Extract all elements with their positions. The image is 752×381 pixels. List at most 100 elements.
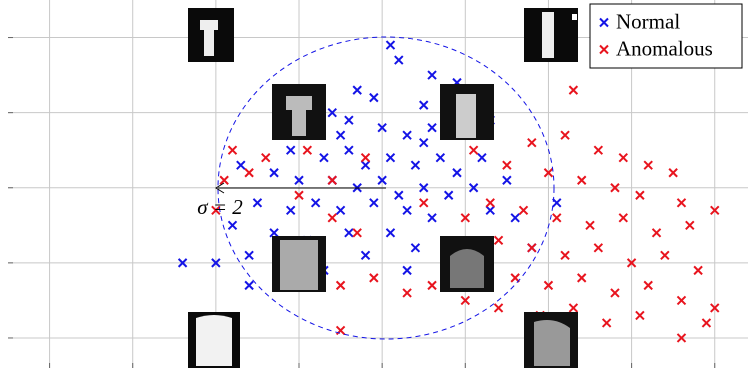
point <box>402 130 412 140</box>
point <box>211 258 221 268</box>
point <box>419 100 429 110</box>
thumbnail <box>524 312 578 368</box>
point <box>344 228 354 238</box>
point <box>618 213 628 223</box>
point <box>335 280 346 291</box>
thumbnail <box>272 84 326 140</box>
point <box>394 190 404 200</box>
point <box>527 137 537 148</box>
point <box>510 213 520 223</box>
point <box>693 265 703 276</box>
point <box>568 85 579 95</box>
point <box>468 183 479 193</box>
point <box>443 190 454 200</box>
point <box>601 318 612 328</box>
point <box>219 175 229 185</box>
point <box>651 228 662 238</box>
thumbnail <box>524 8 578 62</box>
point <box>360 250 371 261</box>
point <box>335 205 346 215</box>
point <box>236 160 246 170</box>
point <box>427 70 437 80</box>
point <box>402 205 412 215</box>
point <box>310 198 321 208</box>
grid <box>8 0 748 368</box>
point <box>369 92 379 103</box>
point <box>335 130 346 140</box>
point <box>502 175 512 185</box>
sigma-circle <box>217 36 555 340</box>
point <box>369 273 379 283</box>
point <box>635 310 645 321</box>
point <box>377 122 387 133</box>
point <box>610 183 620 193</box>
point <box>560 130 570 140</box>
point <box>327 107 337 118</box>
point <box>552 198 562 208</box>
point <box>427 280 437 291</box>
point <box>668 168 678 178</box>
legend-label: Normal <box>616 9 680 33</box>
point <box>468 145 479 155</box>
point <box>593 145 604 155</box>
point <box>552 213 562 223</box>
point <box>560 250 570 261</box>
point <box>635 190 645 200</box>
point <box>410 160 421 170</box>
point <box>593 243 604 253</box>
point <box>435 153 446 163</box>
point <box>261 153 271 163</box>
point <box>460 295 471 306</box>
point <box>452 168 462 178</box>
point <box>385 153 396 163</box>
point <box>477 153 487 163</box>
point <box>352 85 362 95</box>
point <box>211 205 221 215</box>
point <box>493 303 504 313</box>
point <box>294 190 304 200</box>
point <box>676 333 687 343</box>
point <box>369 198 379 208</box>
thumbnail <box>440 236 494 292</box>
point <box>319 153 329 163</box>
point <box>244 250 254 261</box>
thumbnails <box>188 8 578 368</box>
point <box>377 175 387 185</box>
point <box>294 175 304 185</box>
legend-marker <box>599 44 609 55</box>
point <box>527 243 537 253</box>
point <box>419 137 429 148</box>
point <box>660 250 670 261</box>
annotation: σ = 2 <box>197 195 243 219</box>
point <box>485 198 495 208</box>
legend-box <box>589 3 743 69</box>
point <box>685 220 695 231</box>
point <box>701 318 712 328</box>
point <box>252 198 263 208</box>
point <box>385 228 396 238</box>
point <box>302 145 313 155</box>
point <box>568 303 579 313</box>
point <box>327 175 337 185</box>
point <box>643 160 653 170</box>
point <box>360 160 371 170</box>
point <box>577 273 587 283</box>
point <box>427 213 437 223</box>
point <box>618 153 628 163</box>
legend: Normal Anomalous <box>589 3 743 69</box>
point <box>385 40 396 50</box>
point <box>269 168 279 178</box>
point <box>419 183 429 193</box>
point <box>402 265 412 276</box>
thumbnail <box>440 84 494 140</box>
point <box>410 243 421 253</box>
legend-marker <box>599 17 609 28</box>
thumbnail <box>272 236 326 292</box>
point <box>335 325 346 336</box>
thumbnail <box>188 312 240 368</box>
point <box>543 280 554 291</box>
point <box>626 258 637 268</box>
point <box>502 160 512 170</box>
point <box>402 288 412 298</box>
